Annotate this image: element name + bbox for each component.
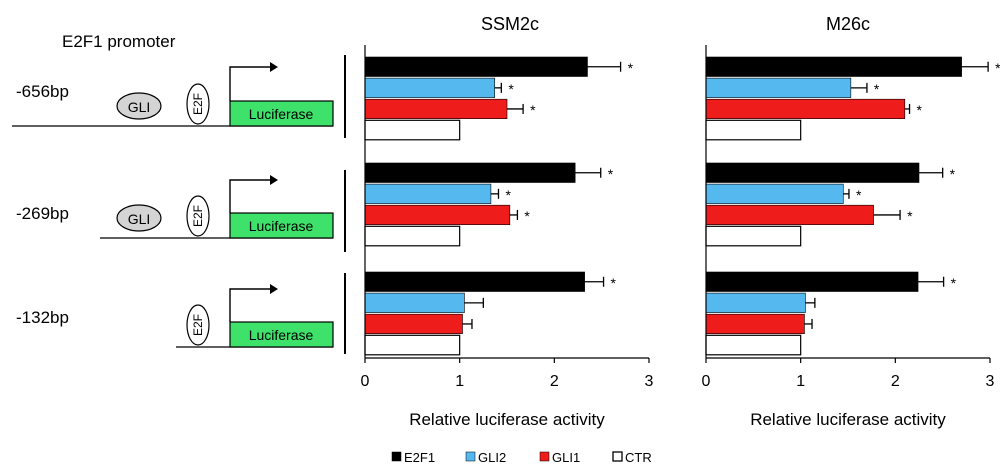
- e2f-binding-site: [186, 304, 210, 346]
- e2f-label: E2F: [191, 314, 205, 336]
- legend-swatch-gli1: [539, 451, 550, 462]
- bar-gli1--132bp: [705, 313, 805, 335]
- construct-269: -269bp GLI E2F Luciferase: [16, 175, 334, 239]
- arrow-head: [270, 62, 278, 72]
- significance-marker: *: [530, 102, 536, 118]
- luciferase-label: Luciferase: [249, 218, 314, 234]
- chart-panel-ssm2c: SSM2c * * * * * * * 0 1 2 3 Relative luciferase acti…: [361, 14, 654, 429]
- significance-marker: *: [951, 275, 957, 291]
- x-tick-label: 3: [645, 373, 654, 390]
- legend-swatch-gli2: [465, 451, 476, 462]
- transcription-start-arrow: [229, 66, 270, 101]
- bar-e2f1--132bp: [705, 271, 919, 292]
- bar-gli1--132bp: [364, 313, 463, 335]
- gli-binding-site: [116, 92, 162, 120]
- significance-marker: *: [874, 81, 880, 97]
- construct-diagrams: -656bp GLI E2F Luciferase -269bp GLI E2F…: [12, 62, 334, 348]
- construct-label: -269bp: [16, 204, 69, 223]
- bar-ctr--656bp: [364, 119, 461, 141]
- significance-marker: *: [907, 208, 913, 224]
- x-axis-label: Relative luciferase activity: [409, 410, 605, 429]
- legend: E2F1 GLI2 GLI1 CTR: [391, 450, 652, 465]
- bar-ctr--132bp: [705, 334, 802, 356]
- bar-gli2--656bp: [705, 77, 852, 98]
- significance-marker: *: [611, 275, 617, 291]
- significance-marker: *: [995, 60, 1000, 76]
- significance-marker: *: [950, 166, 956, 182]
- luciferase-reporter: [229, 212, 334, 239]
- x-tick-label: 1: [455, 373, 464, 390]
- bar-e2f1--656bp: [705, 56, 962, 77]
- significance-marker: *: [608, 166, 614, 182]
- legend-swatch-ctr: [612, 451, 623, 462]
- arrow-head: [270, 175, 278, 185]
- x-tick-label: 2: [550, 373, 559, 390]
- gli-label: GLI: [128, 99, 151, 115]
- bar-gli1--656bp: [705, 98, 906, 119]
- x-tick-label: 3: [986, 373, 995, 390]
- x-tick-label: 1: [796, 373, 805, 390]
- luciferase-reporter: [229, 100, 334, 127]
- construct-132: -132bp E2F Luciferase: [16, 284, 334, 348]
- construct-label: -656bp: [16, 82, 69, 101]
- x-tick-label: 0: [361, 373, 370, 390]
- e2f-binding-site: [186, 83, 210, 125]
- promoter-title: E2F1 promoter: [62, 32, 176, 51]
- chart-panel-m26c: M26c * * * * * * * 0 1 2 3 Relative luciferase activ…: [702, 14, 1000, 429]
- e2f-binding-site: [186, 195, 210, 237]
- construct-label: -132bp: [16, 308, 69, 327]
- bar-gli2--656bp: [364, 77, 495, 98]
- legend-label-ctr: CTR: [625, 450, 652, 465]
- significance-marker: *: [505, 187, 511, 203]
- transcription-start-arrow: [229, 179, 270, 213]
- transcription-start-arrow: [229, 288, 270, 322]
- gli-binding-site: [116, 204, 162, 232]
- bar-ctr--269bp: [705, 225, 802, 247]
- bar-ctr--132bp: [364, 334, 461, 356]
- bar-e2f1--269bp: [364, 162, 576, 183]
- luciferase-label: Luciferase: [249, 106, 314, 122]
- bar-e2f1--132bp: [364, 271, 585, 292]
- significance-marker: *: [628, 60, 634, 76]
- bar-ctr--656bp: [705, 119, 802, 141]
- x-tick-label: 0: [702, 373, 711, 390]
- x-tick-label: 2: [891, 373, 900, 390]
- significance-marker: *: [524, 208, 530, 224]
- e2f-label: E2F: [191, 205, 205, 227]
- legend-label-gli2: GLI2: [478, 450, 506, 465]
- construct-656: -656bp GLI E2F Luciferase: [12, 62, 334, 127]
- e2f-label: E2F: [191, 93, 205, 115]
- luciferase-reporter: [229, 321, 334, 348]
- legend-swatch-e2f1: [391, 451, 402, 462]
- arrow-head: [270, 284, 278, 294]
- bar-gli2--132bp: [364, 292, 465, 313]
- legend-label-e2f1: E2F1: [404, 450, 435, 465]
- luciferase-label: Luciferase: [249, 327, 314, 343]
- bar-gli1--656bp: [364, 98, 508, 119]
- bar-gli1--269bp: [705, 204, 874, 225]
- bar-e2f1--656bp: [364, 56, 588, 77]
- x-axis-label: Relative luciferase activity: [750, 410, 946, 429]
- significance-marker: *: [917, 102, 923, 118]
- legend-label-gli1: GLI1: [552, 450, 580, 465]
- gli-label: GLI: [128, 211, 151, 227]
- bar-gli2--269bp: [364, 183, 492, 204]
- bar-gli2--132bp: [705, 292, 806, 313]
- bar-gli2--269bp: [705, 183, 844, 204]
- chart-title: M26c: [826, 14, 870, 34]
- bar-ctr--269bp: [364, 225, 461, 247]
- bar-e2f1--269bp: [705, 162, 920, 183]
- chart-title: SSM2c: [481, 14, 539, 34]
- significance-marker: *: [508, 81, 514, 97]
- significance-marker: *: [856, 187, 862, 203]
- bar-gli1--269bp: [364, 204, 511, 225]
